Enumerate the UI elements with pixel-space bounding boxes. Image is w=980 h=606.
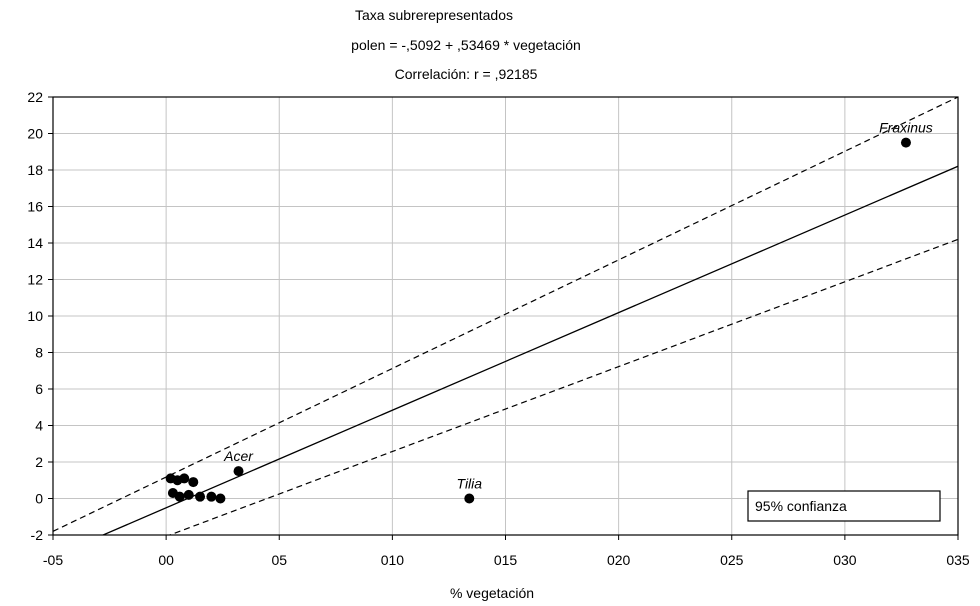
confidence-bands: [53, 97, 958, 535]
chart-title: Taxa subrerepresentados polen = -,5092 +…: [351, 7, 581, 82]
data-point: [179, 473, 190, 484]
legend-text: 95% confianza: [755, 498, 847, 514]
data-point: [188, 477, 199, 488]
x-tick-label: 035: [946, 552, 970, 568]
y-tick-label: 14: [27, 235, 43, 251]
x-tick-label: 030: [833, 552, 857, 568]
data-point: [174, 491, 185, 502]
title-line-3: Correlación: r = ,92185: [395, 66, 538, 82]
y-tick-label: 8: [35, 345, 43, 361]
x-tick-label: -05: [43, 552, 63, 568]
y-tick-label: 10: [27, 308, 43, 324]
y-tick-label: -2: [31, 527, 44, 543]
y-tick-label: 0: [35, 491, 43, 507]
y-tick-label: 12: [27, 272, 43, 288]
y-tick-label: 18: [27, 162, 43, 178]
y-tick-label: 6: [35, 381, 43, 397]
x-tick-label: 025: [720, 552, 744, 568]
point-label: Acer: [223, 448, 254, 464]
legend-box: [747, 490, 941, 522]
y-tick-label: 20: [27, 126, 43, 142]
y-tick-label: 16: [27, 199, 43, 215]
title-line-1: Taxa subrerepresentados: [355, 7, 513, 23]
y-tick-label: 2: [35, 454, 43, 470]
regression-line-group: [101, 165, 958, 535]
y-tick-label: 22: [27, 89, 43, 105]
point-label: Tilia: [457, 476, 483, 492]
point-labels: Fraxinus Tilia Acer: [223, 120, 933, 492]
x-tick-label: 00: [158, 552, 174, 568]
x-axis-label: % vegetación: [450, 585, 534, 601]
data-point: [195, 491, 206, 502]
x-tick-label: 05: [271, 552, 287, 568]
data-point: [464, 493, 475, 504]
y-tick-label: 4: [35, 418, 43, 434]
legend: 95% confianza: [747, 490, 941, 522]
point-label: Fraxinus: [879, 120, 933, 136]
data-point: [233, 466, 244, 477]
data-point: [215, 493, 226, 504]
regression-line: [101, 165, 958, 535]
data-point: [206, 491, 217, 502]
x-tick-label: 010: [381, 552, 405, 568]
confidence-band-lower: [168, 238, 958, 535]
grid: [53, 97, 958, 535]
confidence-band-upper: [53, 97, 958, 532]
data-point: [183, 489, 194, 500]
data-point: [900, 137, 911, 148]
y-axis-ticks: -2 0 2 4 6 8 10 12 14 16 18 20 22: [27, 89, 53, 543]
x-axis-ticks: -05 00 05 010 015 020 025 030 035: [43, 535, 970, 568]
data-points: [165, 137, 911, 504]
x-tick-label: 015: [494, 552, 518, 568]
title-line-2: polen = -,5092 + ,53469 * vegetación: [351, 37, 581, 53]
x-tick-label: 020: [607, 552, 631, 568]
